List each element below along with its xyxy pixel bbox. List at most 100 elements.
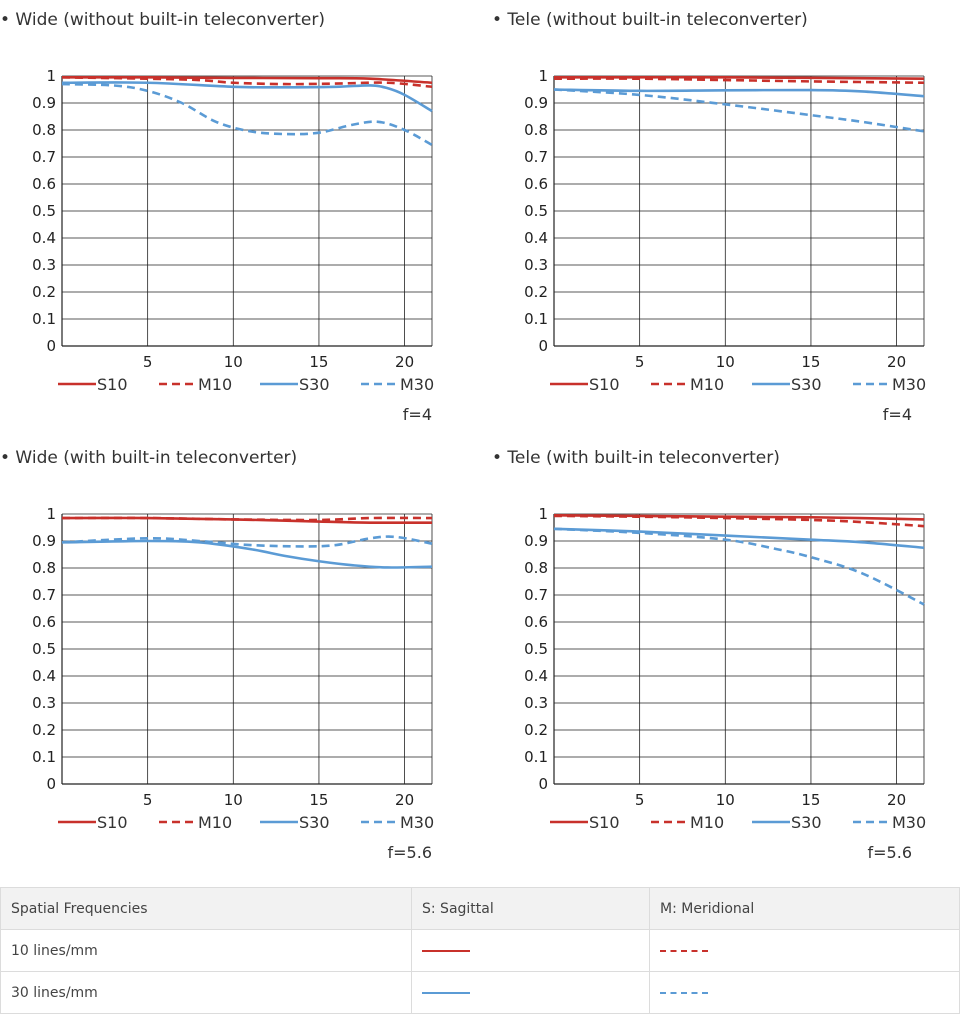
y-tick-label: 0.8 [32, 559, 56, 577]
row-label: 30 lines/mm [0, 971, 412, 1014]
y-tick-label: 0.5 [524, 640, 548, 658]
y-tick-label: 0.9 [32, 532, 56, 550]
chart-title: • Tele (with built-in teleconverter) [492, 448, 780, 468]
y-tick-label: 0.2 [32, 721, 56, 739]
aperture-label: f=4 [882, 405, 912, 424]
legend-label: M30 [892, 813, 926, 832]
series-line-m10 [553, 514, 925, 528]
legend-label: M10 [198, 813, 232, 832]
x-tick-label: 15 [309, 353, 328, 371]
y-tick-label: 0.8 [524, 121, 548, 139]
y-tick-label: 0.9 [32, 94, 56, 112]
series-line-m10 [553, 77, 925, 85]
y-tick-label: 0.2 [524, 721, 548, 739]
x-tick-label: 20 [395, 353, 414, 371]
series-line-m10 [61, 76, 433, 89]
series-line-s10 [553, 75, 925, 80]
y-tick-label: 0.6 [32, 175, 56, 193]
y-tick-label: 0.4 [32, 229, 56, 247]
y-tick-label: 0.5 [32, 202, 56, 220]
x-tick-label: 15 [801, 353, 820, 371]
legend-label: M10 [690, 375, 724, 394]
legend-label: S30 [791, 375, 822, 394]
legend-label: M30 [400, 813, 434, 832]
row-label: 10 lines/mm [0, 929, 412, 972]
x-tick-label: 20 [395, 791, 414, 809]
y-tick-label: 0.1 [524, 748, 548, 766]
y-tick-label: 0.5 [524, 202, 548, 220]
y-tick-label: 0.1 [32, 310, 56, 328]
x-tick-label: 5 [635, 353, 645, 371]
series-line-m30 [553, 527, 925, 606]
y-tick-label: 0.9 [524, 532, 548, 550]
x-tick-label: 10 [224, 791, 243, 809]
mtf-chart-wide-f4: • Wide (without built-in teleconverter) … [0, 0, 480, 438]
grid [61, 75, 433, 347]
y-tick-label: 1 [538, 505, 548, 523]
y-tick-label: 0.8 [524, 559, 548, 577]
y-tick-label: 0.4 [524, 667, 548, 685]
y-tick-label: 0.2 [32, 283, 56, 301]
header-meridional: M: Meridional [649, 887, 960, 930]
series-line-s30 [61, 81, 433, 113]
y-tick-label: 0.4 [524, 229, 548, 247]
series-line-m30 [61, 82, 433, 146]
series-line-m10 [61, 516, 433, 522]
x-tick-label: 15 [801, 791, 820, 809]
y-tick-label: 0.4 [32, 667, 56, 685]
blue-dashed-line-swatch [660, 991, 708, 994]
y-tick-label: 0.1 [32, 748, 56, 766]
x-tick-label: 20 [887, 791, 906, 809]
y-tick-label: 0 [538, 337, 548, 355]
legend-label: M10 [198, 375, 232, 394]
aperture-label: f=5.6 [867, 843, 912, 862]
aperture-label: f=4 [402, 405, 432, 424]
y-tick-label: 0 [46, 337, 56, 355]
x-tick-label: 5 [635, 791, 645, 809]
swatch-cell [649, 929, 960, 972]
y-tick-label: 1 [46, 505, 56, 523]
table-row: 30 lines/mm [0, 971, 960, 1014]
swatch-cell [411, 971, 650, 1014]
legend-label: S10 [589, 813, 620, 832]
y-tick-label: 0.7 [32, 586, 56, 604]
key-table-header: Spatial Frequencies S: Sagittal M: Merid… [0, 887, 960, 930]
series-line-s30 [61, 539, 433, 569]
x-tick-label: 5 [143, 353, 153, 371]
y-tick-label: 0.3 [32, 256, 56, 274]
aperture-label: f=5.6 [387, 843, 432, 862]
x-tick-label: 10 [716, 353, 735, 371]
y-tick-label: 0.2 [524, 283, 548, 301]
series-line-m30 [553, 88, 925, 133]
x-tick-label: 10 [716, 791, 735, 809]
y-tick-label: 0.8 [32, 121, 56, 139]
chart-title: • Wide (without built-in teleconverter) [0, 10, 325, 30]
y-tick-label: 0.3 [32, 694, 56, 712]
legend-label: M30 [400, 375, 434, 394]
y-tick-label: 1 [46, 67, 56, 85]
y-tick-label: 0.3 [524, 694, 548, 712]
grid [553, 513, 925, 785]
series-line-m30 [61, 535, 433, 548]
y-tick-label: 0.3 [524, 256, 548, 274]
grid [61, 513, 433, 785]
y-tick-label: 1 [538, 67, 548, 85]
y-tick-label: 0.6 [524, 175, 548, 193]
y-tick-label: 0.5 [32, 640, 56, 658]
blue-solid-line-swatch [422, 991, 470, 994]
mtf-chart-tele-f4: • Tele (without built-in teleconverter) … [492, 0, 960, 438]
legend-label: S10 [97, 375, 128, 394]
y-tick-label: 0.6 [524, 613, 548, 631]
x-tick-label: 5 [143, 791, 153, 809]
legend-label: S30 [791, 813, 822, 832]
y-tick-label: 0.7 [32, 148, 56, 166]
series-line-s30 [553, 88, 925, 98]
red-dashed-line-swatch [660, 949, 708, 952]
y-tick-label: 0 [46, 775, 56, 793]
y-tick-label: 0.7 [524, 148, 548, 166]
swatch-cell [411, 929, 650, 972]
